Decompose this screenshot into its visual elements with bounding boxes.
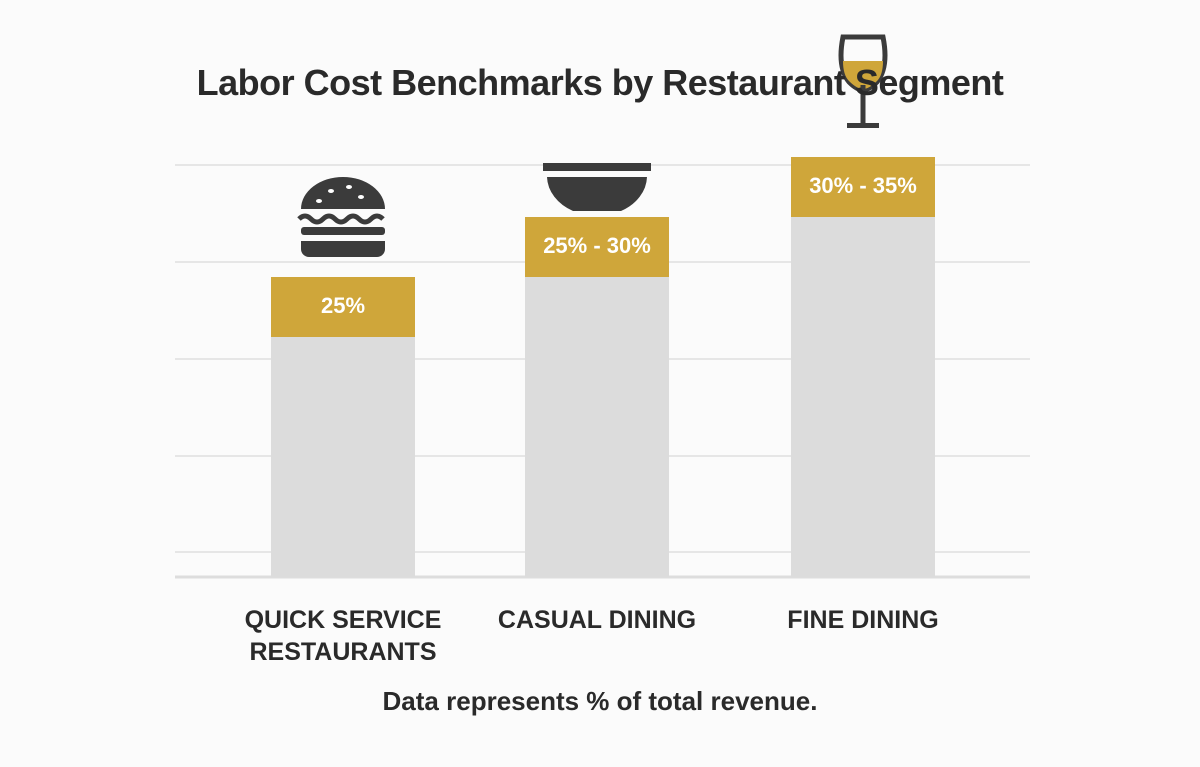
value-label: 25% (321, 293, 365, 318)
bar-range (791, 157, 935, 217)
chart-title: Labor Cost Benchmarks by Restaurant Segm… (196, 62, 1004, 103)
value-label: 30% - 35% (809, 173, 917, 198)
x-tick-label: CASUAL DINING (497, 606, 697, 634)
category-icon (543, 163, 651, 211)
bar-base (525, 277, 669, 577)
bar-range (525, 217, 669, 277)
category-icon (299, 177, 385, 257)
bar-base (791, 217, 935, 577)
value-label: 25% - 30% (543, 233, 651, 258)
x-tick-label: FINE DINING (787, 606, 939, 634)
x-tick-label: QUICK SERVICE RESTAURANTS (244, 606, 442, 666)
footnote: Data represents % of total revenue. (382, 686, 818, 716)
label-badge (271, 277, 415, 337)
